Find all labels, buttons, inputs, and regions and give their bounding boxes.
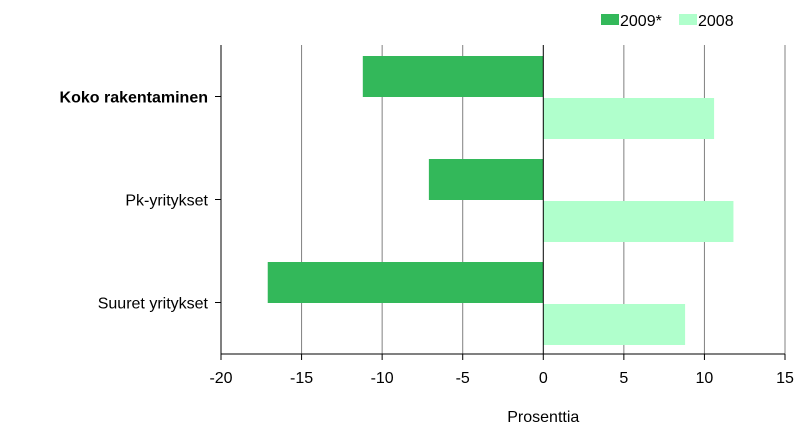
bar-series2 <box>543 201 734 242</box>
x-tick-label: -15 <box>290 370 313 387</box>
x-tick-label: -5 <box>456 370 470 387</box>
bar-series2 <box>543 304 686 345</box>
bar-series1 <box>267 262 544 303</box>
legend: 2009* 2008 <box>601 13 734 30</box>
legend-swatch <box>601 14 619 25</box>
x-tick-label: -10 <box>371 370 394 387</box>
axes <box>215 45 786 360</box>
x-tick-label: 5 <box>619 370 628 387</box>
category-label: Pk-yritykset <box>125 193 208 210</box>
bar-series1 <box>362 56 544 97</box>
x-axis-title: Prosenttia <box>507 409 579 426</box>
category-label: Koko rakentaminen <box>60 90 208 107</box>
x-tick-label: 10 <box>696 370 714 387</box>
legend-label: 2009* <box>620 13 662 30</box>
x-tick-label: 0 <box>539 370 548 387</box>
category-labels: Koko rakentaminen Pk-yritykset Suuret yrit… <box>60 90 209 313</box>
bar-series1 <box>428 159 544 200</box>
bar-series2 <box>543 98 715 139</box>
x-tick-label: -20 <box>209 370 232 387</box>
legend-label: 2008 <box>698 13 734 30</box>
bars <box>267 56 734 345</box>
x-tick-label: 15 <box>776 370 794 387</box>
legend-swatch <box>679 14 697 25</box>
category-label: Suuret yritykset <box>98 296 209 313</box>
x-tick-labels: -20 -15 -10 -5 0 5 10 15 <box>209 370 794 387</box>
